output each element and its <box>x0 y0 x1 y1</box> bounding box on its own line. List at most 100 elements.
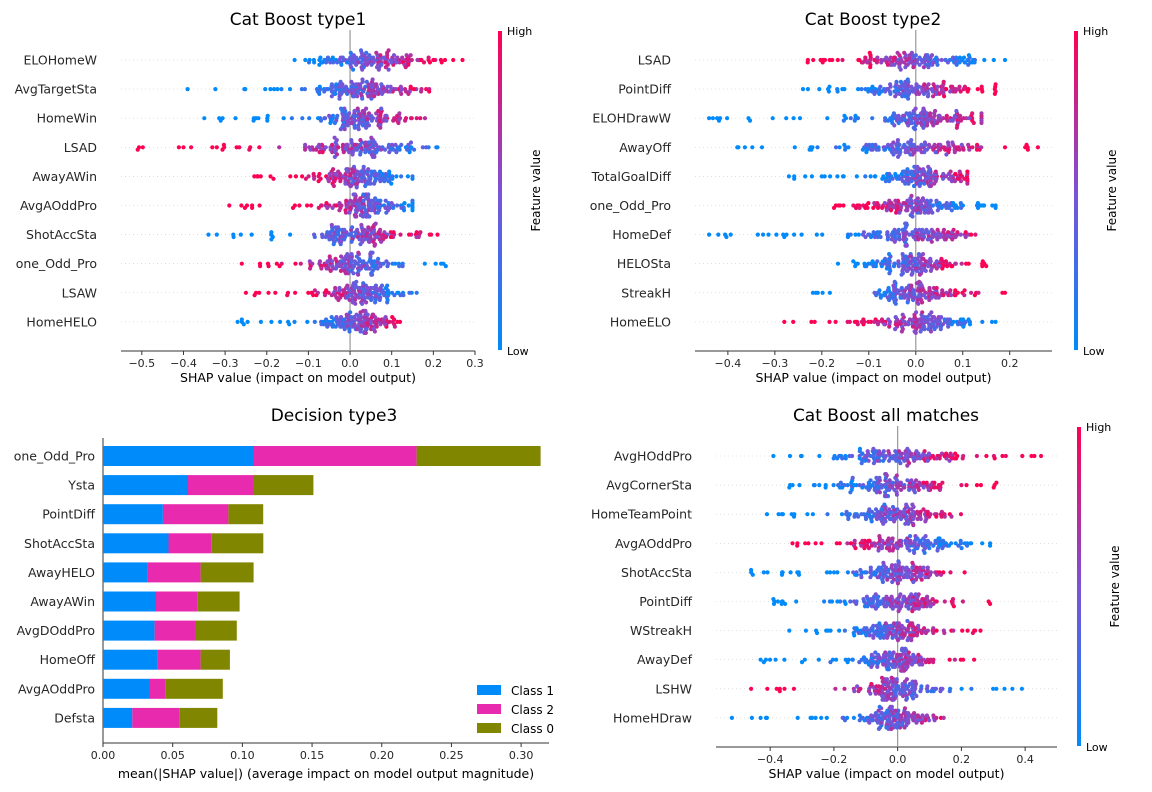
shap-point <box>376 67 381 72</box>
shap-point <box>323 145 328 150</box>
shap-point <box>907 254 913 259</box>
x-tick-label: 0.2 <box>953 753 971 766</box>
shap-point <box>899 623 905 628</box>
shap-point <box>317 142 322 147</box>
shap-point <box>352 147 357 152</box>
shap-point <box>366 239 372 244</box>
shap-point <box>395 290 400 295</box>
shap-point <box>959 205 964 210</box>
shap-point <box>239 203 244 208</box>
shap-point <box>883 179 888 184</box>
shap-point <box>893 315 898 320</box>
shap-point <box>953 293 958 298</box>
shap-point <box>859 87 864 92</box>
shap-point <box>884 208 889 213</box>
shap-point <box>935 548 940 553</box>
shap-point <box>817 453 822 459</box>
shap-point <box>887 271 892 276</box>
category-label: ShotAccSta <box>24 536 95 551</box>
shap-point <box>905 463 910 468</box>
bar-class-1 <box>103 620 155 641</box>
shap-point <box>918 565 923 570</box>
shap-point <box>368 55 373 60</box>
shap-point <box>939 315 944 320</box>
shap-point <box>386 201 391 206</box>
shap-point <box>915 713 921 718</box>
shap-point <box>819 174 824 179</box>
shap-point <box>803 628 809 633</box>
shap-point <box>892 239 897 244</box>
shap-point <box>872 480 877 485</box>
shap-point <box>275 87 280 92</box>
shap-point <box>308 266 313 271</box>
shap-point <box>885 62 891 67</box>
shap-point <box>911 142 917 147</box>
shap-point <box>387 169 392 174</box>
shap-point <box>288 174 293 179</box>
shap-point <box>913 679 918 684</box>
shap-point <box>906 711 911 716</box>
shap-point <box>918 181 923 186</box>
shap-point <box>980 259 985 264</box>
shap-point <box>894 725 900 730</box>
shap-point <box>340 142 346 147</box>
shap-point <box>218 118 223 123</box>
shap-point <box>372 259 377 264</box>
shap-point <box>935 84 940 89</box>
shap-point <box>851 259 856 264</box>
shap-point <box>901 711 907 716</box>
shap-point <box>863 205 868 210</box>
shap-point <box>930 628 935 633</box>
shap-point <box>921 507 926 512</box>
shap-point <box>890 579 895 585</box>
shap-point <box>869 519 874 524</box>
shap-point <box>356 285 361 291</box>
shap-point <box>917 317 922 322</box>
bar-class-0 <box>228 504 264 525</box>
shap-point <box>820 232 825 237</box>
shap-point <box>287 87 293 92</box>
shap-point <box>874 490 879 495</box>
shap-point <box>867 633 872 638</box>
feature-label: ELOHomeW <box>23 53 97 68</box>
shap-point <box>875 322 881 327</box>
shap-point <box>845 319 850 324</box>
shap-point <box>934 628 939 633</box>
shap-point <box>875 720 881 725</box>
shap-point <box>966 53 972 58</box>
shap-point <box>852 514 857 519</box>
shap-point <box>957 60 962 65</box>
shap-point <box>393 87 398 92</box>
shap-point <box>289 116 294 121</box>
shap-point <box>1019 686 1024 691</box>
feature-label: HomeELO <box>610 314 671 329</box>
shap-point <box>1000 453 1005 459</box>
feature-label: WStreakH <box>630 623 692 638</box>
shap-point <box>896 264 901 269</box>
shap-point <box>418 116 423 121</box>
shap-point <box>303 147 308 152</box>
shap-point <box>332 120 337 126</box>
shap-point <box>871 461 877 466</box>
shap-point <box>857 660 862 665</box>
shap-point <box>831 483 836 488</box>
shap-point <box>256 116 261 121</box>
shap-point <box>399 87 404 92</box>
shap-point <box>341 150 346 155</box>
shap-point <box>899 604 904 609</box>
shap-point <box>882 322 887 327</box>
shap-point <box>410 198 415 203</box>
shap-point <box>893 94 898 99</box>
shap-point <box>898 79 904 84</box>
shap-point <box>391 53 397 58</box>
shap-point <box>258 319 263 324</box>
shap-point <box>941 293 946 298</box>
shap-point <box>855 684 860 689</box>
shap-point <box>892 123 897 128</box>
shap-point <box>344 142 349 147</box>
feature-label: AwayDef <box>637 652 693 667</box>
shap-point <box>909 169 914 174</box>
shap-point <box>874 475 879 480</box>
shap-point <box>890 536 895 541</box>
bar-class-2 <box>253 446 417 466</box>
